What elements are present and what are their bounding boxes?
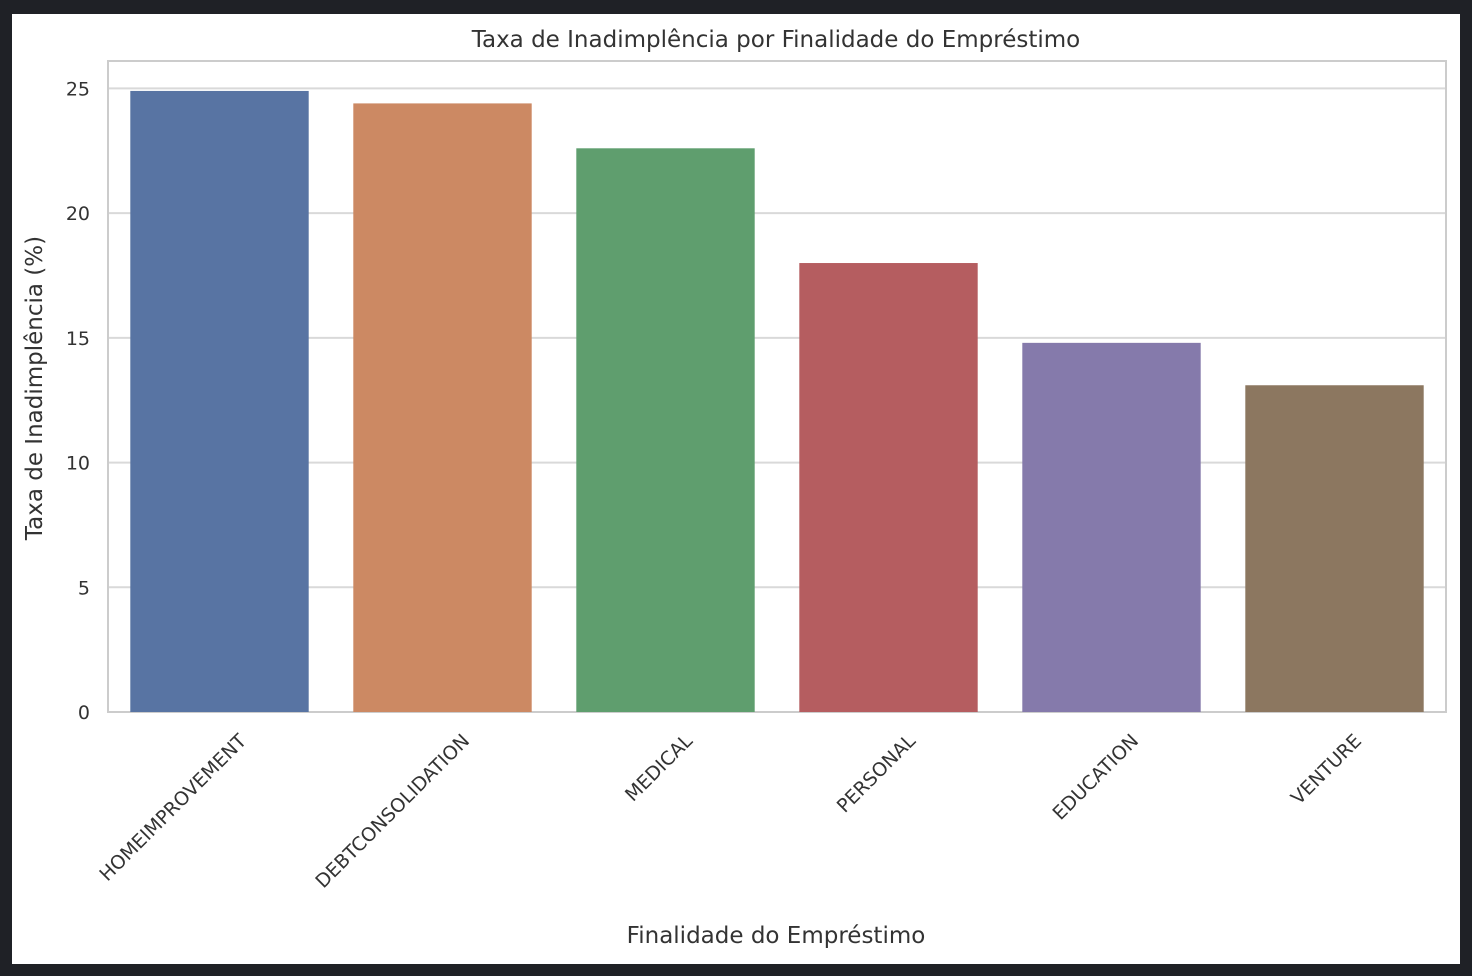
- bar-medical: [576, 148, 755, 713]
- bar-debtconsolidation: [353, 103, 532, 713]
- bar-personal: [799, 263, 978, 712]
- x-tick-label-medical: MEDICAL: [621, 730, 697, 806]
- bar-education: [1022, 342, 1201, 712]
- x-tick-label-personal: PERSONAL: [833, 730, 921, 818]
- chart-container: Taxa de Inadimplência por Finalidade do …: [12, 14, 1460, 964]
- y-tick-label: 10: [66, 453, 90, 475]
- y-axis-title: Taxa de Inadimplência (%): [22, 236, 48, 541]
- x-tick-label-education: EDUCATION: [1048, 730, 1143, 825]
- x-tick-label-homeimprovement: HOMEIMPROVEMENT: [95, 730, 251, 886]
- chart-title: Taxa de Inadimplência por Finalidade do …: [471, 27, 1081, 53]
- y-axis-ticks: 0 5 10 15 20 25: [66, 78, 90, 724]
- x-tick-label-venture: VENTURE: [1287, 730, 1366, 809]
- y-tick-label: 20: [66, 203, 90, 225]
- x-axis-ticks: HOMEIMPROVEMENT DEBTCONSOLIDATION MEDICAL P…: [95, 730, 1366, 893]
- plot-area-frame: [107, 60, 1447, 713]
- y-tick-label: 0: [78, 702, 90, 724]
- bar-venture: [1245, 385, 1424, 712]
- x-axis-title: Finalidade do Empréstimo: [627, 923, 926, 949]
- y-tick-label: 25: [66, 78, 90, 100]
- y-tick-label: 15: [66, 328, 90, 350]
- bar-chart: Taxa de Inadimplência por Finalidade do …: [22, 27, 1447, 949]
- x-tick-label-debtconsolidation: DEBTCONSOLIDATION: [311, 730, 474, 893]
- bar-homeimprovement: [130, 90, 309, 713]
- y-tick-label: 5: [78, 577, 90, 599]
- bars: [130, 90, 1424, 713]
